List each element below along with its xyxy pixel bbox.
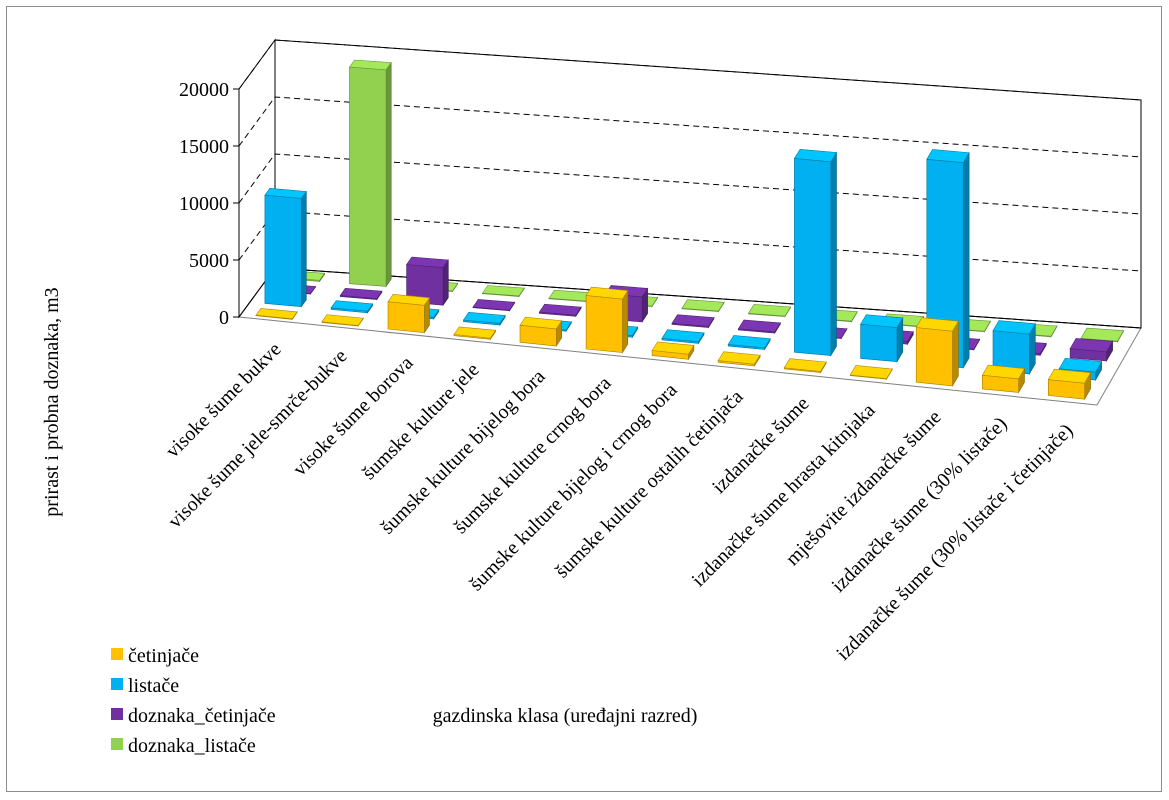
legend-swatch xyxy=(111,678,123,690)
bar xyxy=(860,314,904,363)
bar xyxy=(585,286,629,354)
chart-frame: 0 5000 10000 15000 20000 visoke šume bukve vi… xyxy=(6,6,1162,792)
bar xyxy=(783,358,827,374)
bar xyxy=(519,316,563,348)
bar xyxy=(681,299,725,313)
bar xyxy=(651,341,695,361)
bar xyxy=(406,256,449,307)
y-tick-label: 15000 xyxy=(179,136,229,158)
bar xyxy=(737,319,781,335)
bar xyxy=(387,293,431,334)
bar xyxy=(462,311,506,327)
legend-label: četinjače xyxy=(128,645,199,667)
y-tick-label: 5000 xyxy=(189,250,229,272)
legend-swatch xyxy=(111,708,123,720)
chart-svg: 0 5000 10000 15000 20000 visoke šume bukvevi… xyxy=(41,38,1142,757)
x-axis-title: gazdinska klasa (uređajni razred) xyxy=(433,705,698,727)
bar xyxy=(348,59,392,288)
bar xyxy=(926,149,970,369)
bar xyxy=(548,289,592,303)
legend-label: doznaka_listače xyxy=(128,735,256,757)
bar xyxy=(747,304,792,318)
y-tick-label: 10000 xyxy=(179,193,229,215)
bar xyxy=(1069,338,1114,363)
gridline xyxy=(238,96,1142,158)
legend-item: doznaka_listače xyxy=(111,735,256,757)
legend-swatch xyxy=(111,738,123,750)
bar xyxy=(264,187,307,308)
y-tick-label: 0 xyxy=(219,307,229,329)
legend-item: listače xyxy=(111,675,179,697)
bar xyxy=(717,351,761,367)
bar xyxy=(1047,368,1092,401)
bar xyxy=(671,314,715,329)
y-tick-label: 20000 xyxy=(179,79,229,101)
bar xyxy=(849,365,893,381)
legend-label: doznaka_četinjače xyxy=(128,705,276,727)
bar xyxy=(321,314,364,327)
bars-group xyxy=(255,59,1124,401)
bar xyxy=(339,287,383,301)
gridline xyxy=(238,39,1142,101)
gridline xyxy=(238,153,1142,215)
bar xyxy=(481,285,525,298)
bar xyxy=(992,320,1036,376)
bar xyxy=(915,317,959,387)
legend: četinjače listače doznaka_četinjačedoznaka… xyxy=(111,645,276,757)
bar xyxy=(538,303,582,318)
legend-label: listače xyxy=(128,675,179,697)
x-category-label: visoke šume borova xyxy=(289,352,418,481)
y-axis-title: prirast i probna doznaka, m3 xyxy=(41,287,63,516)
bar xyxy=(472,299,516,312)
legend-item: četinjače xyxy=(111,645,199,667)
legend-item: doznaka_četinjače xyxy=(111,705,276,727)
bar xyxy=(255,308,298,321)
legend-swatch xyxy=(111,648,123,660)
bar xyxy=(330,300,374,314)
bar xyxy=(727,335,771,351)
bar xyxy=(453,326,497,341)
y-tick-labels: 0 5000 10000 15000 20000 xyxy=(179,79,229,329)
bar xyxy=(981,364,1025,394)
bar xyxy=(661,329,705,345)
bar xyxy=(793,148,838,357)
